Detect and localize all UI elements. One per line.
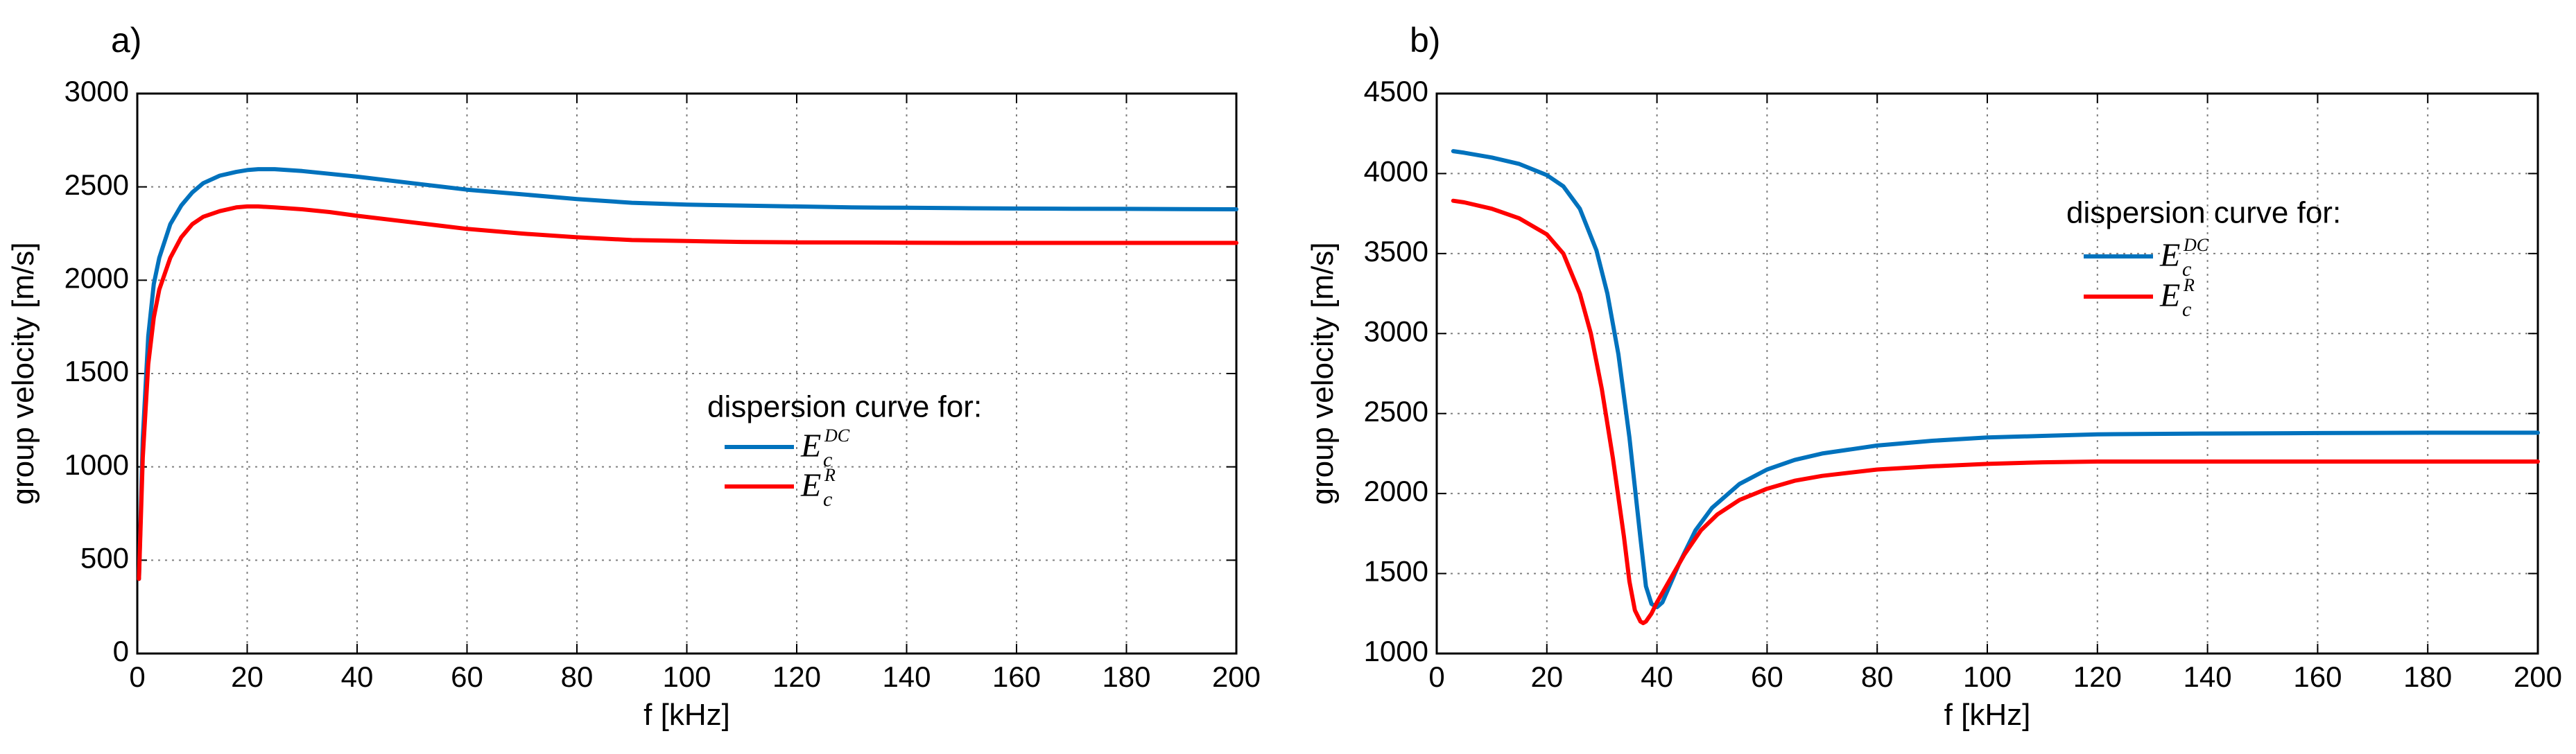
- legend-symbol-base: E: [800, 428, 821, 464]
- panel-a: a)0 20 40 60 80 100 120 140 160 180 20005001000150…: [6, 21, 1261, 732]
- x-tick-label: 180: [1102, 660, 1150, 693]
- panel-label: b): [1410, 21, 1440, 60]
- legend-symbol-base: E: [800, 467, 821, 504]
- x-axis-label: f [kHz]: [1944, 698, 2031, 732]
- series-line-r: [137, 204, 1238, 581]
- x-tick-label: 120: [772, 660, 821, 693]
- x-tick-label: 20: [231, 660, 263, 693]
- panel-label: a): [111, 21, 141, 60]
- legend-symbol-sup: R: [824, 465, 836, 485]
- x-tick-label: 40: [1641, 660, 1673, 693]
- y-tick-label: 2500: [1364, 395, 1428, 428]
- legend-symbol-sub: c: [823, 448, 832, 471]
- legend-symbol-sub: c: [2182, 298, 2191, 321]
- grid: [137, 94, 1236, 654]
- x-axis-label: f [kHz]: [643, 698, 730, 732]
- y-tick-label: 1000: [1364, 635, 1428, 667]
- y-tick-label: 500: [80, 541, 129, 574]
- y-tick-label: 4000: [1364, 155, 1428, 188]
- x-tick-label: 60: [1751, 660, 1783, 693]
- y-tick-label: 2000: [64, 261, 129, 294]
- series-line-dc: [137, 167, 1238, 581]
- y-axis-label: group velocity [m/s]: [1306, 242, 1340, 505]
- x-tick-label: 80: [1861, 660, 1894, 693]
- y-tick-label: 2500: [64, 168, 129, 201]
- legend-title: dispersion curve for:: [2066, 196, 2341, 230]
- y-tick-label: 2000: [1364, 475, 1428, 507]
- y-tick-label: 3000: [1364, 315, 1428, 347]
- x-tick-label: 160: [2293, 660, 2342, 693]
- legend-symbol-sup: R: [2183, 275, 2195, 295]
- legend-symbol-sup: DC: [2183, 235, 2209, 255]
- x-tick-label: 160: [992, 660, 1041, 693]
- legend-title: dispersion curve for:: [707, 390, 982, 424]
- legend-symbol-base: E: [2159, 277, 2180, 314]
- x-tick-label: 80: [561, 660, 594, 693]
- legend-symbol-sub: c: [2182, 258, 2191, 281]
- x-tick-label: 40: [341, 660, 374, 693]
- panel-b: b) 0 20 40 60 80 100 120 140 160 180 200 1000 1500 200…: [1306, 21, 2562, 732]
- y-tick-label: 1500: [64, 355, 129, 387]
- y-axis-label: group velocity [m/s]: [6, 242, 40, 505]
- legend-symbol-sup: DC: [824, 426, 850, 446]
- x-tick-label: 120: [2073, 660, 2122, 693]
- legend-symbol-sub: c: [823, 488, 832, 511]
- x-tick-label: 200: [2514, 660, 2562, 693]
- x-tick-label: 100: [662, 660, 711, 693]
- x-tick-label: 0: [129, 660, 145, 693]
- series-line-dc: [1451, 149, 2540, 610]
- y-tick-label: 3000: [64, 75, 129, 107]
- x-tick-label: 0: [1428, 660, 1444, 693]
- y-tick-label: 1500: [1364, 555, 1428, 588]
- x-tick-label: 140: [2184, 660, 2232, 693]
- x-tick-label: 200: [1212, 660, 1261, 693]
- x-tick-label: 60: [451, 660, 483, 693]
- x-tick-label: 100: [1963, 660, 2012, 693]
- x-tick-label: 180: [2403, 660, 2452, 693]
- series-line-r: [1451, 198, 2540, 626]
- y-tick-label: 3500: [1364, 235, 1428, 268]
- x-tick-label: 140: [882, 660, 931, 693]
- y-tick-label: 0: [113, 635, 129, 667]
- x-tick-label: 20: [1530, 660, 1563, 693]
- y-tick-label: 1000: [64, 448, 129, 481]
- y-tick-label: 4500: [1364, 75, 1428, 107]
- legend-symbol-base: E: [2159, 237, 2180, 274]
